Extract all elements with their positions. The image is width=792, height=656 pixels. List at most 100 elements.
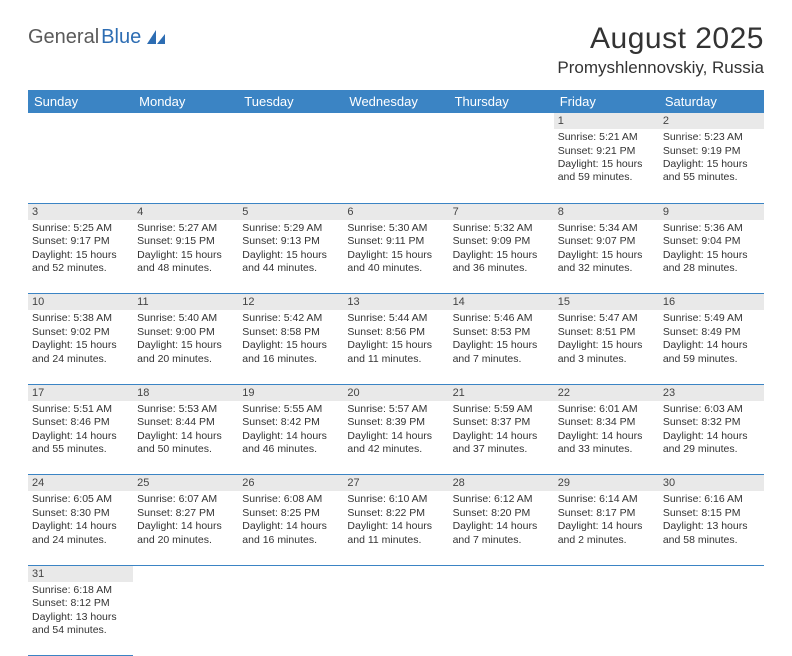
content-row: Sunrise: 6:05 AMSunset: 8:30 PMDaylight:… (28, 491, 764, 565)
daynum-row: 10111213141516 (28, 294, 764, 311)
sunrise-line: Sunrise: 5:30 AM (347, 222, 444, 235)
day-number-cell (343, 565, 448, 582)
day-number-cell: 30 (659, 475, 764, 492)
daylight-line1: Daylight: 15 hours (663, 158, 760, 171)
day-content-cell: Sunrise: 5:21 AMSunset: 9:21 PMDaylight:… (554, 129, 659, 203)
header: General Blue August 2025 Promyshlennovsk… (28, 22, 764, 78)
day-number-cell: 22 (554, 384, 659, 401)
day-content-cell (133, 582, 238, 656)
content-row: Sunrise: 6:18 AMSunset: 8:12 PMDaylight:… (28, 582, 764, 656)
daynum-row: 17181920212223 (28, 384, 764, 401)
sunset-line: Sunset: 8:20 PM (453, 507, 550, 520)
day-content-cell: Sunrise: 5:57 AMSunset: 8:39 PMDaylight:… (343, 401, 448, 475)
sunset-line: Sunset: 8:30 PM (32, 507, 129, 520)
sunrise-line: Sunrise: 5:36 AM (663, 222, 760, 235)
daylight-line1: Daylight: 15 hours (558, 249, 655, 262)
day-content-cell: Sunrise: 5:47 AMSunset: 8:51 PMDaylight:… (554, 310, 659, 384)
daylight-line2: and 7 minutes. (453, 353, 550, 366)
weekday-header: Thursday (449, 90, 554, 113)
daynum-row: 31 (28, 565, 764, 582)
weekday-header: Monday (133, 90, 238, 113)
day-content-cell: Sunrise: 5:44 AMSunset: 8:56 PMDaylight:… (343, 310, 448, 384)
daylight-line2: and 59 minutes. (663, 353, 760, 366)
day-content-cell: Sunrise: 6:10 AMSunset: 8:22 PMDaylight:… (343, 491, 448, 565)
daylight-line1: Daylight: 14 hours (242, 520, 339, 533)
day-content-cell (659, 582, 764, 656)
sunset-line: Sunset: 9:21 PM (558, 145, 655, 158)
weekday-header: Tuesday (238, 90, 343, 113)
day-number-cell: 26 (238, 475, 343, 492)
day-number-cell: 3 (28, 203, 133, 220)
sunset-line: Sunset: 8:42 PM (242, 416, 339, 429)
sunset-line: Sunset: 8:56 PM (347, 326, 444, 339)
daylight-line2: and 36 minutes. (453, 262, 550, 275)
day-number-cell: 8 (554, 203, 659, 220)
logo-text-general: General (28, 26, 99, 49)
day-number-cell: 4 (133, 203, 238, 220)
daylight-line1: Daylight: 15 hours (242, 339, 339, 352)
day-number-cell (343, 113, 448, 129)
sunset-line: Sunset: 8:25 PM (242, 507, 339, 520)
daylight-line2: and 40 minutes. (347, 262, 444, 275)
sunset-line: Sunset: 9:07 PM (558, 235, 655, 248)
daylight-line2: and 24 minutes. (32, 534, 129, 547)
sunset-line: Sunset: 8:39 PM (347, 416, 444, 429)
day-number-cell: 17 (28, 384, 133, 401)
sunset-line: Sunset: 8:15 PM (663, 507, 760, 520)
sunrise-line: Sunrise: 6:12 AM (453, 493, 550, 506)
sunrise-line: Sunrise: 5:34 AM (558, 222, 655, 235)
day-number-cell: 5 (238, 203, 343, 220)
sunrise-line: Sunrise: 5:49 AM (663, 312, 760, 325)
day-number-cell (449, 565, 554, 582)
sunset-line: Sunset: 8:12 PM (32, 597, 129, 610)
sunset-line: Sunset: 8:46 PM (32, 416, 129, 429)
daylight-line1: Daylight: 14 hours (663, 339, 760, 352)
day-content-cell: Sunrise: 5:42 AMSunset: 8:58 PMDaylight:… (238, 310, 343, 384)
daylight-line1: Daylight: 15 hours (347, 339, 444, 352)
day-content-cell: Sunrise: 5:51 AMSunset: 8:46 PMDaylight:… (28, 401, 133, 475)
daynum-row: 3456789 (28, 203, 764, 220)
daylight-line2: and 44 minutes. (242, 262, 339, 275)
weekday-header: Saturday (659, 90, 764, 113)
day-number-cell: 1 (554, 113, 659, 129)
sunset-line: Sunset: 9:11 PM (347, 235, 444, 248)
day-content-cell (449, 582, 554, 656)
daylight-line2: and 58 minutes. (663, 534, 760, 547)
day-number-cell (238, 113, 343, 129)
day-content-cell (238, 582, 343, 656)
weekday-header: Sunday (28, 90, 133, 113)
day-number-cell: 16 (659, 294, 764, 311)
daylight-line2: and 52 minutes. (32, 262, 129, 275)
calendar-page: General Blue August 2025 Promyshlennovsk… (0, 0, 792, 656)
sunset-line: Sunset: 9:17 PM (32, 235, 129, 248)
sunrise-line: Sunrise: 5:59 AM (453, 403, 550, 416)
day-content-cell (343, 129, 448, 203)
sunset-line: Sunset: 9:15 PM (137, 235, 234, 248)
daylight-line2: and 3 minutes. (558, 353, 655, 366)
month-title: August 2025 (557, 22, 764, 56)
day-number-cell: 13 (343, 294, 448, 311)
day-number-cell: 15 (554, 294, 659, 311)
day-number-cell: 24 (28, 475, 133, 492)
daylight-line1: Daylight: 15 hours (453, 339, 550, 352)
day-number-cell: 10 (28, 294, 133, 311)
daylight-line1: Daylight: 14 hours (453, 520, 550, 533)
sunrise-line: Sunrise: 5:38 AM (32, 312, 129, 325)
day-number-cell (133, 113, 238, 129)
sunset-line: Sunset: 8:37 PM (453, 416, 550, 429)
day-number-cell: 29 (554, 475, 659, 492)
day-number-cell: 11 (133, 294, 238, 311)
day-content-cell: Sunrise: 5:34 AMSunset: 9:07 PMDaylight:… (554, 220, 659, 294)
day-content-cell (554, 582, 659, 656)
daylight-line2: and 55 minutes. (663, 171, 760, 184)
day-number-cell: 28 (449, 475, 554, 492)
sunset-line: Sunset: 8:17 PM (558, 507, 655, 520)
day-content-cell: Sunrise: 5:59 AMSunset: 8:37 PMDaylight:… (449, 401, 554, 475)
daylight-line2: and 54 minutes. (32, 624, 129, 637)
location: Promyshlennovskiy, Russia (557, 58, 764, 78)
sunrise-line: Sunrise: 5:32 AM (453, 222, 550, 235)
sunrise-line: Sunrise: 6:10 AM (347, 493, 444, 506)
day-number-cell: 6 (343, 203, 448, 220)
sunrise-line: Sunrise: 6:14 AM (558, 493, 655, 506)
daylight-line1: Daylight: 14 hours (347, 520, 444, 533)
